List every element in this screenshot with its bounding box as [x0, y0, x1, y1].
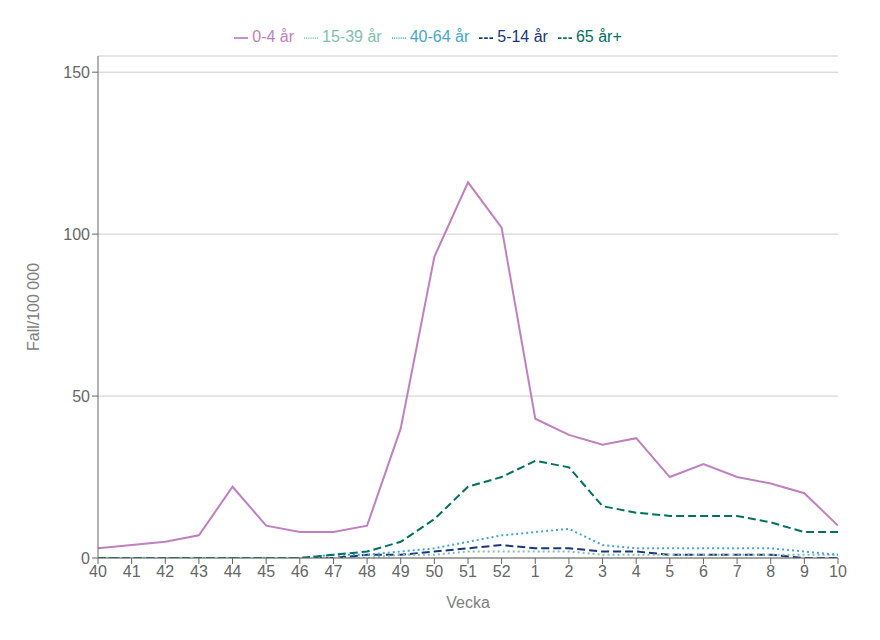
- html-text:5-14 år: 5-14 år: [497, 28, 548, 45]
- svg-text:100: 100: [63, 226, 90, 243]
- svg-text:4: 4: [632, 563, 641, 580]
- svg-text:8: 8: [766, 563, 775, 580]
- svg-text:9: 9: [800, 563, 809, 580]
- svg-text:Vecka: Vecka: [446, 594, 490, 611]
- svg-text:47: 47: [325, 563, 343, 580]
- svg-text:3: 3: [598, 563, 607, 580]
- html-text:0-4 år: 0-4 år: [252, 28, 294, 45]
- svg-text:52: 52: [493, 563, 511, 580]
- html-text:40-64 år: 40-64 år: [409, 28, 470, 45]
- svg-text:10: 10: [829, 563, 847, 580]
- svg-text:48: 48: [358, 563, 376, 580]
- svg-text:1: 1: [531, 563, 540, 580]
- html-text:15-39 år: 15-39 år: [322, 28, 382, 45]
- svg-text:2: 2: [564, 563, 573, 580]
- svg-text:6: 6: [699, 563, 708, 580]
- svg-text:50: 50: [72, 388, 90, 405]
- svg-text:5: 5: [665, 563, 674, 580]
- svg-text:51: 51: [459, 563, 477, 580]
- svg-text:0: 0: [81, 550, 90, 567]
- svg-text:7: 7: [733, 563, 742, 580]
- svg-text:42: 42: [156, 563, 174, 580]
- svg-text:50: 50: [425, 563, 443, 580]
- svg-text:49: 49: [392, 563, 410, 580]
- svg-text:40: 40: [89, 563, 107, 580]
- svg-text:41: 41: [123, 563, 141, 580]
- svg-text:43: 43: [190, 563, 208, 580]
- svg-text:44: 44: [224, 563, 242, 580]
- svg-text:46: 46: [291, 563, 309, 580]
- svg-text:Fall/100 000: Fall/100 000: [25, 263, 42, 351]
- svg-text:45: 45: [257, 563, 275, 580]
- html-text:65 år+: 65 år+: [575, 28, 622, 45]
- svg-text:150: 150: [63, 64, 90, 81]
